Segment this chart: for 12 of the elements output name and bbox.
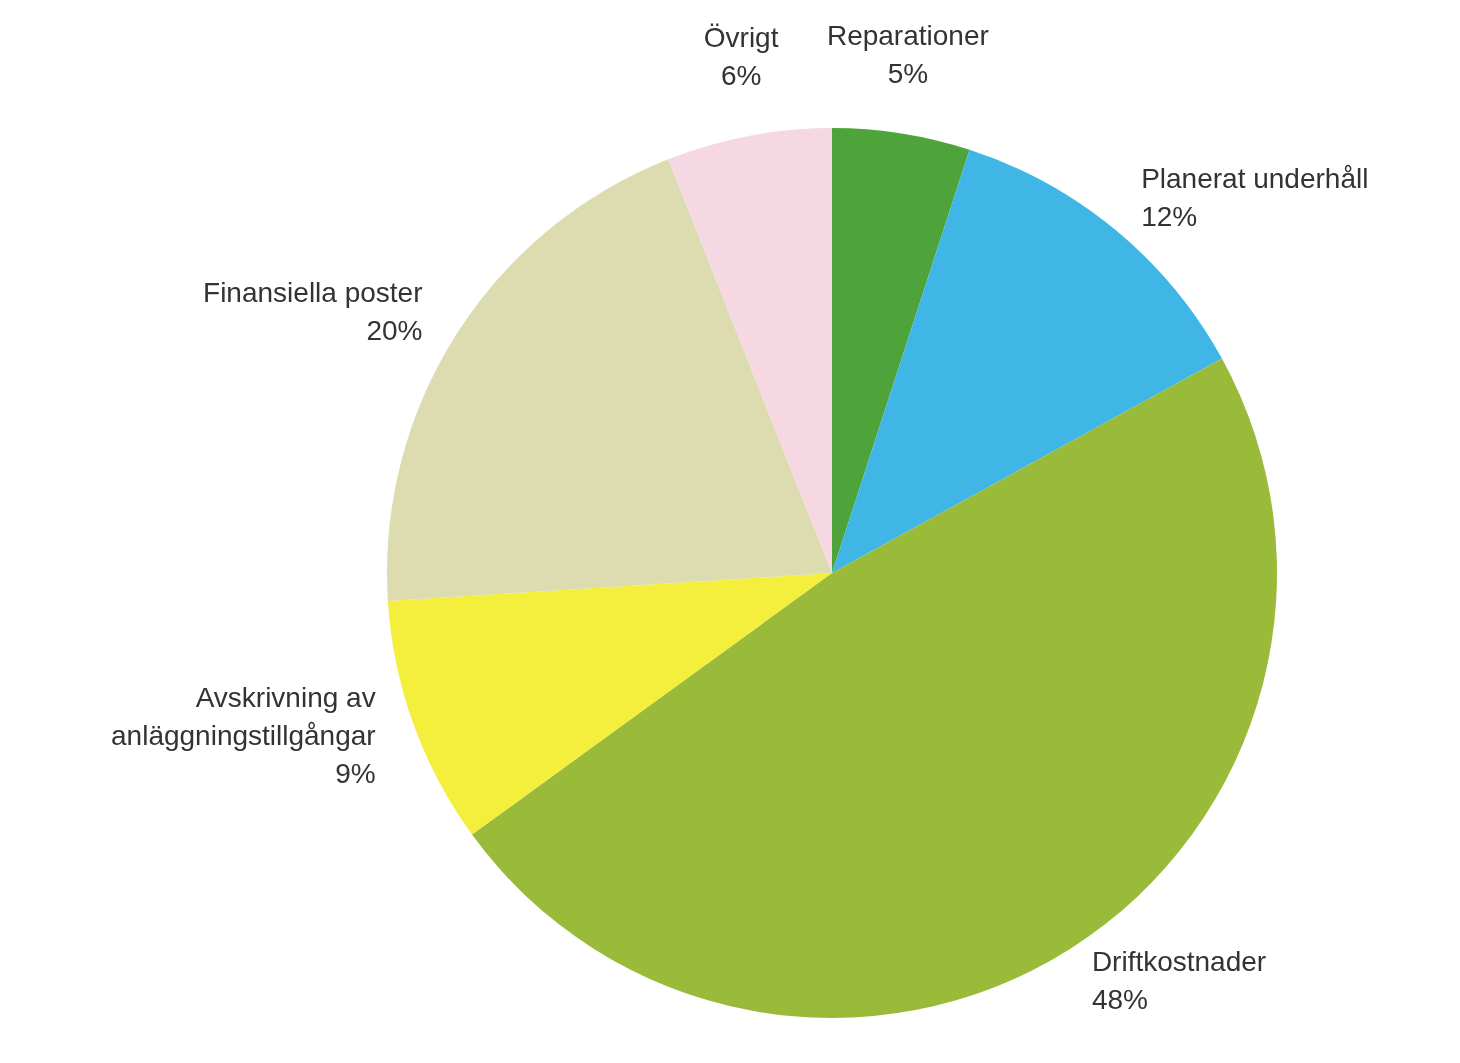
- slice-label: Övrigt: [703, 22, 779, 54]
- slice-label: Driftkostnader: [1091, 946, 1267, 978]
- data-label: 9%: [335, 758, 376, 790]
- data-label: 5%: [887, 57, 929, 89]
- data-label: 48%: [1091, 984, 1148, 1016]
- data-label: 6%: [720, 60, 762, 92]
- slice-label: Planerat underhåll: [1141, 163, 1369, 195]
- data-label: 20%: [366, 314, 423, 346]
- slice-label: Avskrivning av anläggningstillgångar: [111, 682, 376, 752]
- data-label: 12%: [1141, 201, 1198, 233]
- slice-label: Reparationer: [826, 19, 989, 51]
- slice-label: Finansiella poster: [203, 276, 423, 308]
